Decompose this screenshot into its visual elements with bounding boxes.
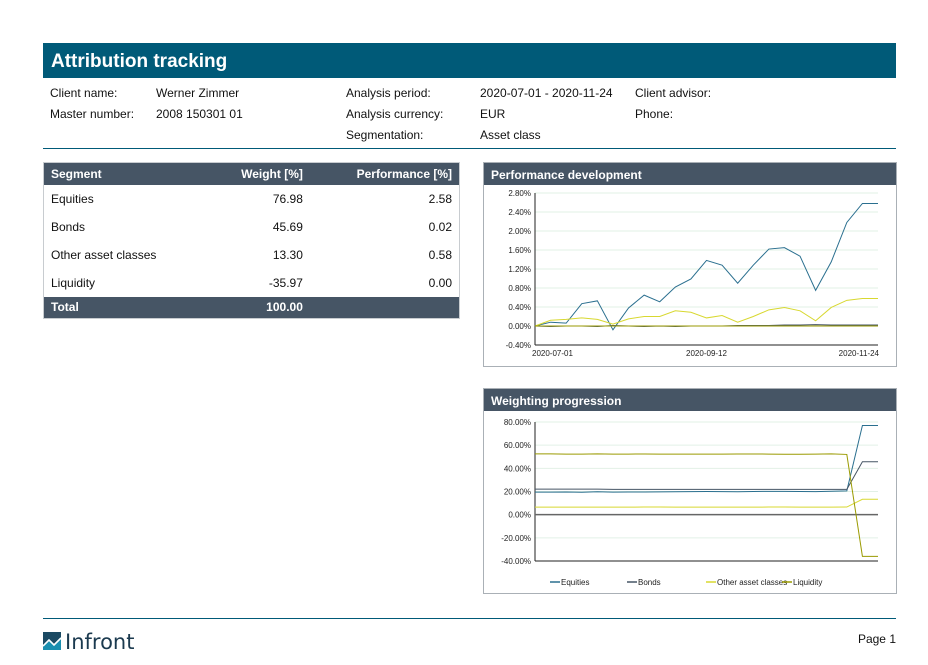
cell: Other asset classes [51, 247, 157, 262]
y-tick-label: 20.00% [504, 488, 531, 497]
infront-logo: Infront [42, 630, 143, 658]
y-tick-label: 0.80% [508, 284, 531, 293]
y-tick-label: 80.00% [504, 418, 531, 427]
weighting-panel: Weighting progression 80.00% 60.00% 40.00%… [483, 388, 897, 594]
y-tick-label: 2.80% [508, 189, 531, 198]
series-line-liquidity [535, 453, 878, 557]
performance-chart: 2.80% 2.40% 2.00% 1.60% 1.20% 0.80% 0.40% 0.00%… [506, 189, 880, 358]
y-tick-label: 2.40% [508, 208, 531, 217]
performance-panel: Performance development 2.80% 2.40% 2.00% 1… [483, 162, 897, 367]
y-tick-label: -20.00% [501, 534, 531, 543]
legend-label: Equities [561, 578, 589, 587]
page-title: Attribution tracking [43, 43, 896, 78]
y-tick-label: 0.40% [508, 303, 531, 312]
y-tick-label: -40.00% [501, 557, 531, 566]
master-number-label: Master number: [50, 107, 135, 121]
series-line-bonds [535, 461, 878, 490]
cell: Liquidity [51, 275, 96, 290]
client-name-label: Client name: [50, 86, 118, 100]
y-tick-label: -0.40% [506, 341, 531, 350]
table-header: Segment Weight [%] Performance [%] [43, 162, 460, 185]
segmentation: Asset class [480, 128, 541, 142]
svg-text:Infront: Infront [65, 631, 134, 653]
cell [309, 296, 460, 319]
col-performance: Performance [%] [309, 162, 460, 185]
cell: 0.58 [428, 247, 452, 262]
table-row: Equities 76.98 2.58 [44, 185, 460, 213]
cell: -35.97 [268, 275, 303, 290]
legend-label: Bonds [638, 578, 661, 587]
legend-label: Other asset classes [717, 578, 787, 587]
analysis-currency: EUR [480, 107, 506, 121]
cell: 2.58 [428, 191, 452, 206]
panel-title: Performance development [484, 163, 896, 185]
series-line-equities [534, 202, 878, 331]
y-tick-label: 0.00% [508, 511, 531, 520]
cell: Bonds [51, 219, 86, 234]
page-number: Page 1 [857, 632, 896, 646]
master-number: 2008 150301 01 [156, 107, 243, 121]
cell: 45.69 [272, 219, 303, 234]
y-tick-label: 1.20% [508, 265, 531, 274]
y-tick-label: 1.60% [508, 246, 531, 255]
panel-title: Weighting progression [484, 389, 896, 411]
analysis-currency-label: Analysis currency: [346, 107, 444, 121]
cell: 0.02 [428, 219, 452, 234]
table-total-row: Total 100.00 [43, 296, 460, 319]
table-row: Bonds 45.69 0.02 [44, 213, 460, 241]
segment-table: Segment Weight [%] Performance [%] Equit… [43, 162, 460, 319]
cell: Total [43, 296, 207, 319]
analysis-period: 2020-07-01 - 2020-11-24 [480, 86, 613, 100]
col-weight: Weight [%] [206, 162, 310, 185]
x-tick-label: 2020-07-01 [532, 349, 573, 358]
cell: 100.00 [206, 296, 310, 319]
analysis-period-label: Analysis period: [346, 86, 431, 100]
cell: 76.98 [272, 191, 303, 206]
y-tick-label: 2.00% [508, 227, 531, 236]
cell: Equities [51, 191, 94, 206]
divider [43, 148, 896, 149]
weighting-chart: 80.00% 60.00% 40.00% 20.00% 0.00% -20.00% -40.… [501, 418, 878, 587]
y-tick-label: 40.00% [504, 464, 531, 473]
x-tick-label: 2020-11-24 [839, 349, 880, 358]
series-line-other-asset-classes [534, 297, 878, 327]
x-tick-label: 2020-09-12 [686, 349, 727, 358]
y-tick-label: 60.00% [504, 441, 531, 450]
legend-label: Liquidity [793, 578, 822, 587]
cell: 0.00 [428, 275, 452, 290]
cell: 13.30 [272, 247, 303, 262]
client-advisor-label: Client advisor: [635, 86, 712, 100]
table-row: Other asset classes 13.30 0.58 [44, 241, 460, 269]
segmentation-label: Segmentation: [346, 128, 424, 142]
y-tick-label: 0.00% [508, 322, 531, 331]
divider [43, 618, 896, 619]
client-name: Werner Zimmer [156, 86, 240, 100]
series-line-equities [535, 424, 878, 493]
table-row: Liquidity -35.97 0.00 [44, 269, 460, 297]
col-segment: Segment [43, 162, 207, 185]
phone-label: Phone: [635, 107, 674, 121]
series-line-other-asset-classes [535, 498, 878, 508]
